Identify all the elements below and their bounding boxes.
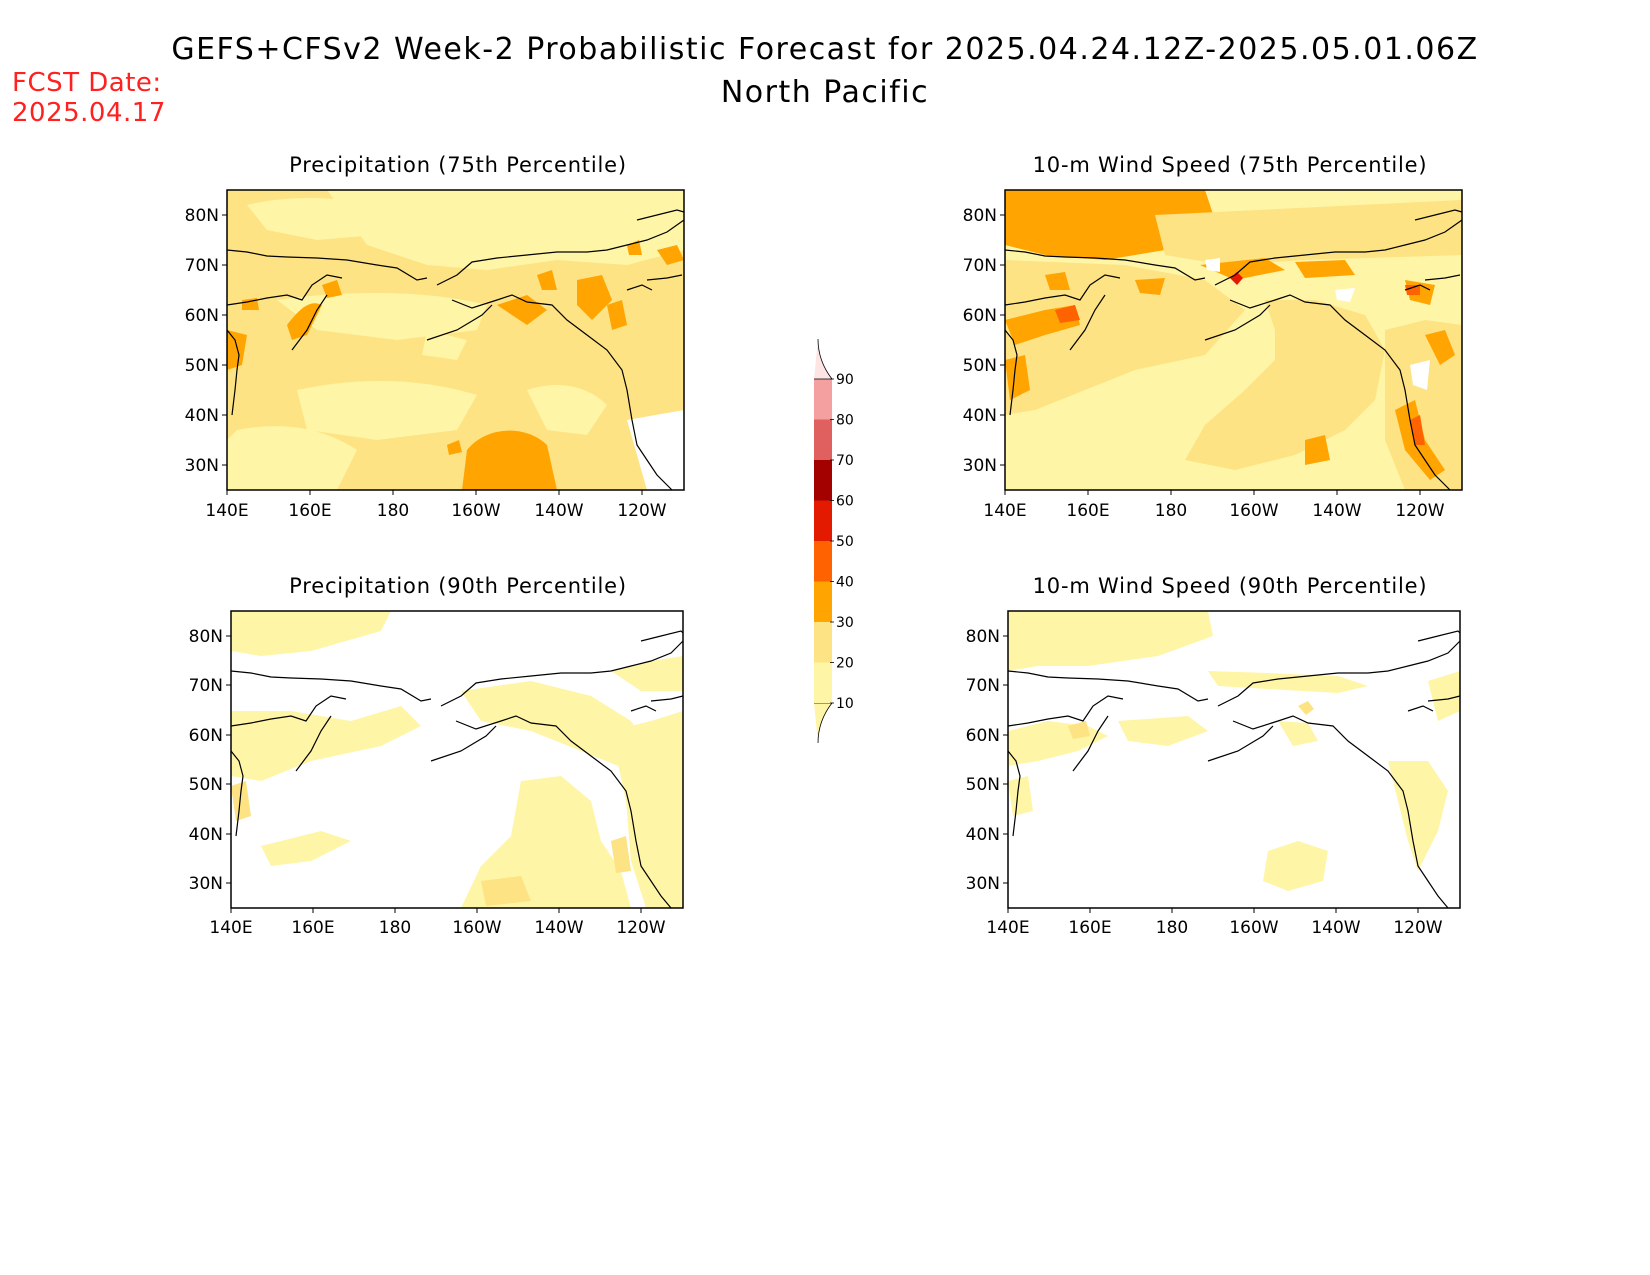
legend-label: 60	[836, 494, 854, 510]
lon-label: 120W	[617, 501, 666, 521]
panel-title-wind-90: 10-m Wind Speed (90th Percentile)	[1032, 574, 1428, 598]
lon-label: 140E	[205, 501, 248, 521]
lon-label: 140E	[209, 918, 252, 938]
lon-label: 160W	[451, 501, 500, 521]
legend-upper-cap	[814, 338, 833, 380]
lat-label: 40N	[185, 406, 219, 426]
legend-swatch	[814, 662, 832, 703]
map-panel-wind-90: 80N 70N 60N 50N 40N 30N 140E 160E 180 16…	[966, 610, 1461, 938]
map-panel-precip-90: 80N 70N 60N 50N 40N 30N 140E 160E 180 16…	[189, 610, 684, 938]
legend-label: 80	[836, 413, 854, 429]
lon-label: 160W	[1229, 918, 1278, 938]
lat-label: 60N	[966, 726, 1000, 746]
legend-swatch	[814, 419, 832, 460]
panel-title-wind-75: 10-m Wind Speed (75th Percentile)	[1032, 153, 1428, 177]
legend-label: 90	[836, 372, 854, 388]
legend-lower-cap	[814, 702, 833, 744]
forecast-date-value: 2025.04.17	[12, 98, 166, 128]
lat-label: 70N	[963, 256, 997, 276]
color-legend-bar: 10 20 30 40 50 60 70 80 90	[814, 338, 854, 744]
lat-label: 80N	[185, 206, 219, 226]
legend-label: 50	[836, 534, 854, 550]
lat-label: 80N	[189, 627, 223, 647]
legend-label: 70	[836, 453, 854, 469]
lat-label: 40N	[966, 825, 1000, 845]
legend-label: 30	[836, 615, 854, 631]
map-panel-wind-75: 80N 70N 60N 50N 40N 30N 140E 160E 180 16…	[963, 189, 1463, 521]
legend-swatch	[814, 541, 832, 582]
legend-label: 20	[836, 656, 854, 672]
lon-label: 160E	[1066, 501, 1109, 521]
panel-title-precip-75: Precipitation (75th Percentile)	[289, 153, 627, 177]
lon-label: 160W	[1229, 501, 1278, 521]
map-panel-precip-75: 80N 70N 60N 50N 40N 30N 140E 160E 180 16…	[185, 189, 685, 521]
lat-label: 70N	[966, 676, 1000, 696]
lon-label: 120W	[1395, 501, 1444, 521]
forecast-date-block: FCST Date: 2025.04.17	[12, 68, 166, 128]
lon-label: 140E	[986, 918, 1029, 938]
lat-label: 40N	[189, 825, 223, 845]
lat-label: 50N	[185, 356, 219, 376]
map-precip-75: 80N 70N 60N 50N 40N 30N 140E 160E 180 16…	[185, 189, 685, 521]
lat-label: 70N	[189, 676, 223, 696]
lon-label: 160E	[1068, 918, 1111, 938]
lat-label: 60N	[189, 726, 223, 746]
legend-swatch	[814, 379, 832, 420]
lon-label: 180	[1156, 918, 1188, 938]
lon-label: 180	[379, 918, 411, 938]
lat-label: 50N	[966, 775, 1000, 795]
color-legend: 10 20 30 40 50 60 70 80 90	[810, 335, 870, 749]
lat-label: 30N	[185, 456, 219, 476]
lat-label: 30N	[189, 874, 223, 894]
legend-swatch	[814, 500, 832, 541]
lon-label: 140W	[1311, 918, 1360, 938]
region-subtitle: North Pacific	[720, 75, 930, 110]
lat-label: 60N	[185, 306, 219, 326]
lat-label: 30N	[966, 874, 1000, 894]
lon-label: 160W	[452, 918, 501, 938]
lat-label: 80N	[966, 627, 1000, 647]
legend-label: 10	[836, 696, 854, 712]
lat-label: 40N	[963, 406, 997, 426]
panel-title-precip-90: Precipitation (90th Percentile)	[289, 574, 627, 598]
lon-label: 140W	[1312, 501, 1361, 521]
lon-label: 180	[377, 501, 409, 521]
lat-label: 70N	[185, 256, 219, 276]
forecast-date-label: FCST Date:	[12, 68, 162, 98]
lat-label: 80N	[963, 206, 997, 226]
forecast-title: GEFS+CFSv2 Week-2 Probabilistic Forecast…	[171, 32, 1479, 67]
lon-label: 120W	[616, 918, 665, 938]
lat-label: 50N	[189, 775, 223, 795]
lat-label: 30N	[963, 456, 997, 476]
legend-swatch	[814, 581, 832, 622]
legend-swatch	[814, 622, 832, 663]
map-precip-90: 80N 70N 60N 50N 40N 30N 140E 160E 180 16…	[189, 610, 684, 938]
lon-label: 180	[1155, 501, 1187, 521]
lat-label: 50N	[963, 356, 997, 376]
legend-label: 40	[836, 575, 854, 591]
lon-label: 140W	[534, 501, 583, 521]
lon-label: 140E	[983, 501, 1026, 521]
lon-label: 140W	[534, 918, 583, 938]
lon-label: 160E	[291, 918, 334, 938]
lon-label: 160E	[288, 501, 331, 521]
legend-swatch	[814, 460, 832, 501]
lon-label: 120W	[1393, 918, 1442, 938]
map-wind-75: 80N 70N 60N 50N 40N 30N 140E 160E 180 16…	[963, 189, 1463, 521]
lat-label: 60N	[963, 306, 997, 326]
map-wind-90: 80N 70N 60N 50N 40N 30N 140E 160E 180 16…	[966, 610, 1461, 938]
